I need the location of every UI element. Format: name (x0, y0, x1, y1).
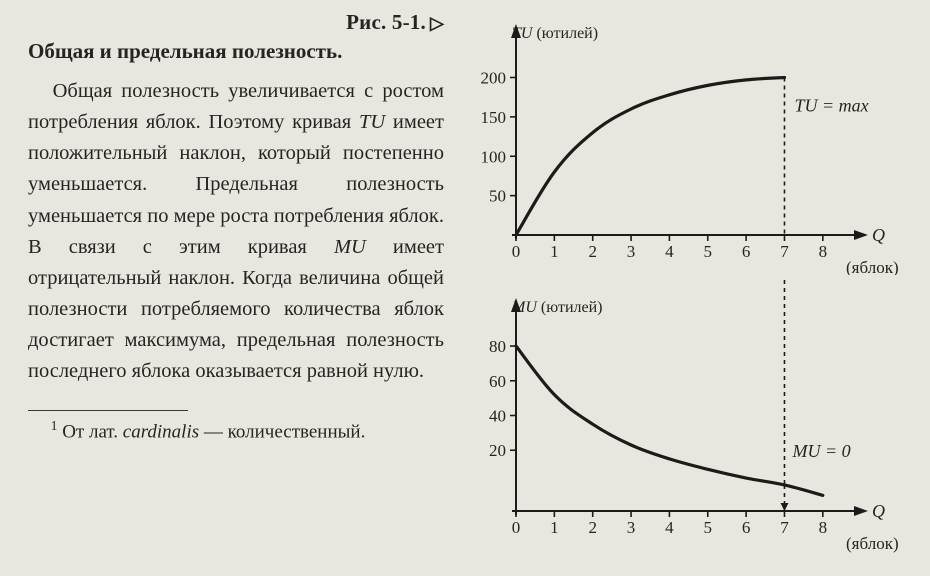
svg-text:2: 2 (588, 242, 597, 261)
svg-text:150: 150 (481, 108, 507, 127)
svg-text:7: 7 (780, 518, 789, 537)
svg-text:100: 100 (481, 147, 507, 166)
svg-text:50: 50 (489, 187, 506, 206)
svg-text:Q: Q (872, 501, 885, 521)
svg-text:20: 20 (489, 441, 506, 460)
svg-text:3: 3 (627, 242, 636, 261)
footnote-suffix: — количественный. (199, 421, 365, 442)
footnote-marker: 1 (51, 418, 58, 433)
svg-text:0: 0 (512, 242, 521, 261)
figure-number: Рис. 5-1. (346, 10, 426, 35)
svg-text:6: 6 (742, 242, 751, 261)
footnote-rule (28, 410, 188, 411)
svg-text:200: 200 (481, 69, 507, 88)
svg-text:(яблок): (яблок) (846, 534, 898, 553)
svg-text:8: 8 (819, 242, 828, 261)
tu-chart: TU (ютилей) 50 100 150 200 0 1 2 3 4 5 6 7 8 Q (яблок) T… (458, 10, 898, 275)
figure-heading: Общая и предельная полезность. (28, 39, 444, 64)
svg-text:1: 1 (550, 242, 559, 261)
svg-text:TU (ютилей): TU (ютилей) (512, 25, 598, 42)
svg-text:2: 2 (588, 518, 597, 537)
svg-text:8: 8 (819, 518, 828, 537)
svg-text:6: 6 (742, 518, 751, 537)
svg-text:4: 4 (665, 242, 674, 261)
figure-label: Рис. 5-1. ▷ (28, 10, 444, 35)
svg-text:MU = 0: MU = 0 (791, 441, 850, 461)
mu-chart: MU (ютилей) 20 40 60 80 0 1 2 3 4 5 6 7 8 Q (яблок) MU =… (458, 280, 898, 555)
svg-text:TU = max: TU = max (794, 96, 868, 116)
play-icon: ▷ (430, 13, 444, 34)
svg-text:5: 5 (704, 242, 713, 261)
figure-paragraph: Общая полезность увеличивается с ростом … (28, 76, 444, 388)
svg-text:0: 0 (512, 518, 521, 537)
svg-text:1: 1 (550, 518, 559, 537)
svg-text:7: 7 (780, 242, 789, 261)
svg-text:3: 3 (627, 518, 636, 537)
svg-text:MU (ютилей): MU (ютилей) (511, 299, 603, 316)
svg-text:4: 4 (665, 518, 674, 537)
svg-text:Q: Q (872, 225, 885, 245)
svg-text:40: 40 (489, 407, 506, 426)
svg-text:(яблок): (яблок) (846, 258, 898, 275)
svg-text:5: 5 (704, 518, 713, 537)
svg-text:60: 60 (489, 372, 506, 391)
svg-text:80: 80 (489, 337, 506, 356)
footnote-prefix: От лат. (62, 421, 123, 442)
footnote: 1 От лат. cardinalis — количественный. (28, 417, 444, 446)
footnote-term: cardinalis (123, 421, 199, 442)
